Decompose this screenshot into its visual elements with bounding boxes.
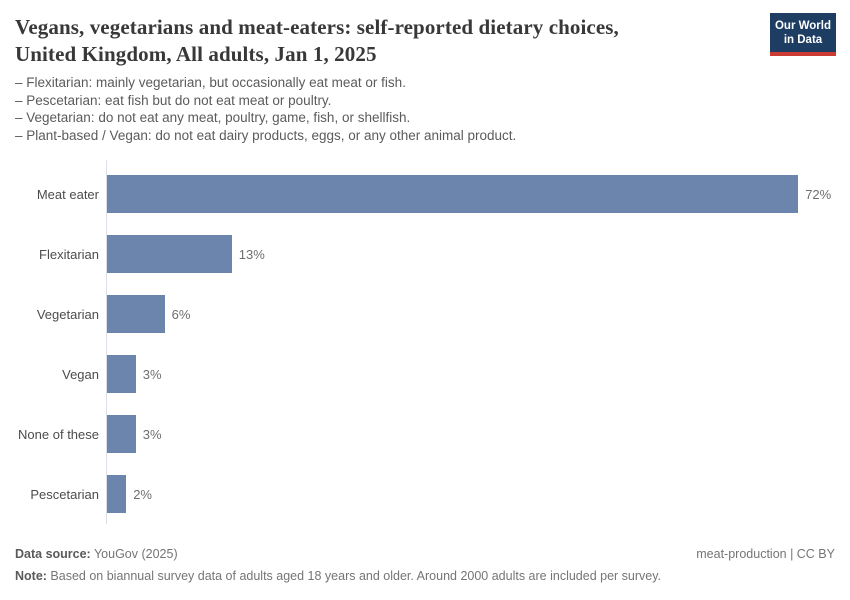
bar-area: 13% (107, 224, 850, 284)
value-label: 13% (238, 246, 265, 262)
chart-row: None of these 3% (18, 404, 850, 464)
note-value: Based on biannual survey data of adults … (46, 569, 662, 583)
chart-title-line1: Vegans, vegetarians and meat-eaters: sel… (15, 15, 619, 39)
data-source-label: Data source: (15, 547, 91, 561)
chart-rows: Meat eater 72% Flexitarian 13% Vegetarian 6% V… (18, 160, 850, 524)
subtitle-line-vegetarian: – Vegetarian: do not eat any meat, poult… (15, 110, 411, 125)
chart-footer: Data source: YouGov (2025) meat-producti… (15, 546, 835, 585)
attribution-link[interactable]: meat-production | CC BY (696, 547, 835, 561)
chart-row: Meat eater 72% (37, 164, 850, 224)
note-label: Note: (15, 569, 47, 583)
subtitle-line-vegan: – Plant-based / Vegan: do not eat dairy … (15, 127, 517, 143)
owid-logo[interactable]: Our World in Data (770, 13, 836, 56)
value-label: 3% (142, 366, 162, 382)
chart-row: Flexitarian 13% (39, 224, 850, 284)
owid-logo-line2: in Data (783, 34, 823, 46)
data-source-line: Data source: YouGov (2025) (15, 546, 178, 563)
bar-vegetarian[interactable] (107, 295, 165, 333)
bar-area: 3% (107, 344, 850, 404)
value-label: 6% (171, 306, 191, 322)
bar-area: 2% (107, 464, 850, 524)
bar-flexitarian[interactable] (107, 235, 232, 273)
bar-area: 3% (107, 404, 850, 464)
category-label-pescetarian: Pescetarian (30, 486, 99, 502)
value-label: 3% (142, 426, 162, 442)
bar-pescetarian[interactable] (107, 475, 127, 513)
chart-row: Vegetarian 6% (37, 284, 850, 344)
note-line: Note: Based on biannual survey data of a… (15, 568, 835, 585)
value-label: 72% (805, 186, 832, 202)
bar-chart: Meat eater 72% Flexitarian 13% Vegetarian 6% V… (0, 160, 850, 524)
category-label-none-of-these: None of these (18, 426, 99, 442)
bar-vegan[interactable] (107, 355, 136, 393)
bar-area: 72% (107, 164, 850, 224)
bar-none-of-these[interactable] (107, 415, 136, 453)
subtitle-line-pescetarian: – Pescetarian: eat fish but do not eat m… (15, 92, 332, 108)
subtitle-line-flexitarian: – Flexitarian: mainly vegetarian, but oc… (15, 75, 406, 90)
category-label-flexitarian: Flexitarian (39, 246, 99, 262)
chart-title-line2: United Kingdom, All adults, Jan 1, 2025 (15, 42, 377, 66)
chart-row: Vegan 3% (62, 344, 850, 404)
data-source-value: YouGov (2025) (90, 547, 178, 561)
value-label: 2% (133, 486, 152, 502)
category-label-vegan: Vegan (62, 366, 99, 382)
bar-meat-eater[interactable] (107, 175, 799, 213)
chart-subtitle: – Flexitarian: mainly vegetarian, but oc… (15, 74, 715, 144)
bar-area: 6% (107, 284, 850, 344)
category-label-vegetarian: Vegetarian (36, 306, 99, 322)
category-label-meat-eater: Meat eater (36, 186, 99, 202)
chart-row: Pescetarian 2% (30, 464, 850, 524)
chart-title: Vegans, vegetarians and meat-eaters: sel… (15, 14, 755, 68)
owid-logo-line1: Our World (774, 20, 831, 32)
